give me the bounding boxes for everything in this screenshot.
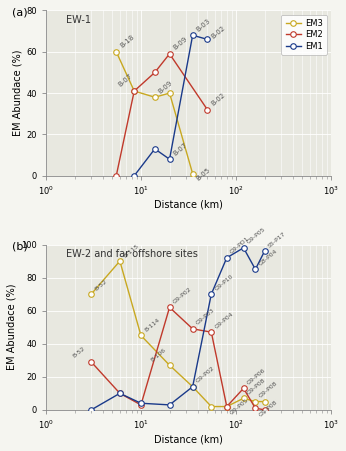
Text: B-02: B-02 — [210, 24, 226, 39]
Text: G9-P02: G9-P02 — [195, 366, 216, 384]
Text: G9-P02: G9-P02 — [172, 286, 193, 304]
X-axis label: Distance (km): Distance (km) — [154, 434, 223, 444]
X-axis label: Distance (km): Distance (km) — [154, 200, 223, 210]
Legend: EM3, EM2, EM1: EM3, EM2, EM1 — [282, 14, 327, 55]
Text: EW-2 and far offshore sites: EW-2 and far offshore sites — [66, 249, 198, 259]
Text: B-07: B-07 — [118, 73, 134, 88]
Text: B-106: B-106 — [150, 347, 167, 363]
Text: (a): (a) — [12, 7, 27, 17]
Text: G9-PD1: G9-PD1 — [229, 236, 251, 255]
Text: B-05: B-05 — [195, 167, 212, 182]
Text: B-02: B-02 — [210, 92, 226, 107]
Text: G9-P10: G9-P10 — [214, 273, 235, 291]
Text: G9-P04: G9-P04 — [214, 311, 235, 329]
Text: B-09: B-09 — [172, 36, 189, 51]
Text: (b): (b) — [12, 241, 27, 251]
Text: G9-P08: G9-P08 — [258, 381, 279, 399]
Text: G8-P04: G8-P04 — [258, 248, 279, 267]
Text: G9-P08: G9-P08 — [258, 400, 279, 418]
Text: EW-1: EW-1 — [66, 15, 91, 25]
Text: G9-P06: G9-P06 — [246, 367, 267, 386]
Text: G9-P05: G9-P05 — [246, 227, 267, 245]
Text: B-03: B-03 — [195, 18, 212, 32]
Text: G9-P08: G9-P08 — [246, 377, 267, 396]
Text: B-07: B-07 — [172, 142, 189, 156]
Y-axis label: EM Abundace (%): EM Abundace (%) — [7, 284, 17, 370]
Text: B-18: B-18 — [119, 34, 135, 49]
Text: B-114: B-114 — [144, 317, 161, 333]
Text: G9-P03: G9-P03 — [195, 308, 216, 326]
Text: B-115: B-115 — [122, 243, 140, 258]
Text: G9-P05: G9-P05 — [229, 398, 250, 416]
Text: S5-P17: S5-P17 — [267, 231, 287, 249]
Y-axis label: EM Abundace (%): EM Abundace (%) — [12, 50, 22, 136]
Text: B-52: B-52 — [72, 346, 86, 359]
Text: B-09: B-09 — [157, 79, 174, 94]
Text: B-52: B-52 — [94, 278, 108, 291]
